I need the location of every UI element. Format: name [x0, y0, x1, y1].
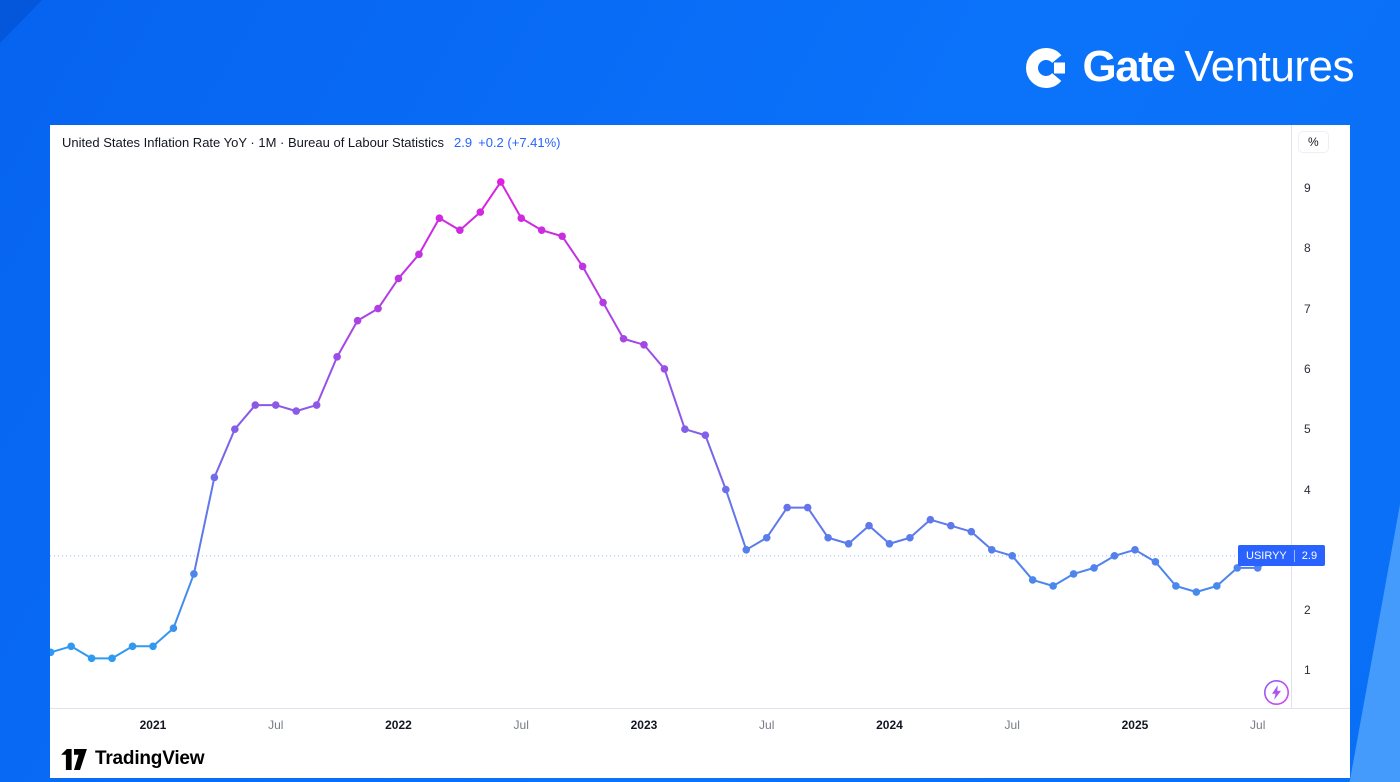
- time-axis-label: 2024: [876, 718, 903, 732]
- chart-panel: United States Inflation Rate YoY · 1M · …: [50, 125, 1350, 778]
- price-axis-label: 4: [1304, 482, 1311, 497]
- tradingview-logo-icon: [61, 748, 87, 770]
- chart-plot-area[interactable]: United States Inflation Rate YoY · 1M · …: [50, 125, 1292, 708]
- badge-separator: [1293, 549, 1295, 562]
- time-axis-label: 2023: [630, 718, 658, 732]
- time-axis-label: 2022: [385, 718, 412, 732]
- change-value: +0.2 (+7.41%): [478, 135, 561, 150]
- symbol-price-badge: USIRYY 2.9: [1238, 545, 1326, 566]
- time-axis-label: Jul: [1004, 718, 1020, 732]
- time-axis-label: Jul: [268, 718, 284, 732]
- brand-name: Gate: [1082, 42, 1175, 91]
- time-axis-label: Jul: [759, 718, 775, 732]
- price-axis-label: 5: [1304, 422, 1311, 437]
- price-unit-button[interactable]: %: [1299, 132, 1328, 152]
- time-axis-label: 2025: [1121, 718, 1149, 732]
- price-axis-label: 2: [1304, 603, 1311, 618]
- symbol-badge-value: 2.9: [1301, 549, 1318, 562]
- symbol-badge-label: USIRYY: [1246, 549, 1287, 562]
- tradingview-logo-text: TradingView: [95, 748, 205, 769]
- time-axis-label: Jul: [513, 718, 529, 732]
- tradingview-watermark[interactable]: TradingView: [50, 740, 1350, 778]
- time-axis-label: Jul: [1250, 718, 1266, 732]
- price-axis-label: 9: [1304, 181, 1311, 195]
- chart-title: United States Inflation Rate YoY · 1M · …: [62, 135, 445, 150]
- inflation-line-chart: [50, 178, 1292, 663]
- realtime-data-icon[interactable]: [1263, 679, 1290, 706]
- price-axis-label: 7: [1304, 301, 1311, 316]
- brand-suffix: Ventures: [1184, 42, 1354, 91]
- price-axis-label: 8: [1304, 241, 1311, 256]
- price-axis-label: 1: [1304, 663, 1311, 678]
- time-axis[interactable]: 2021 Jul 2022 Jul 2023 Jul 2024 Jul 2025 Jul: [50, 708, 1350, 740]
- chart-legend[interactable]: United States Inflation Rate YoY · 1M · …: [62, 135, 561, 150]
- gate-logo-icon: [1026, 48, 1067, 88]
- price-axis-label: 6: [1304, 361, 1311, 376]
- last-value: 2.9: [454, 135, 473, 150]
- time-axis-label: 2021: [139, 718, 167, 732]
- gate-ventures-logo: Gate Ventures: [1024, 42, 1354, 92]
- price-axis[interactable]: % 987654321: [1292, 125, 1350, 708]
